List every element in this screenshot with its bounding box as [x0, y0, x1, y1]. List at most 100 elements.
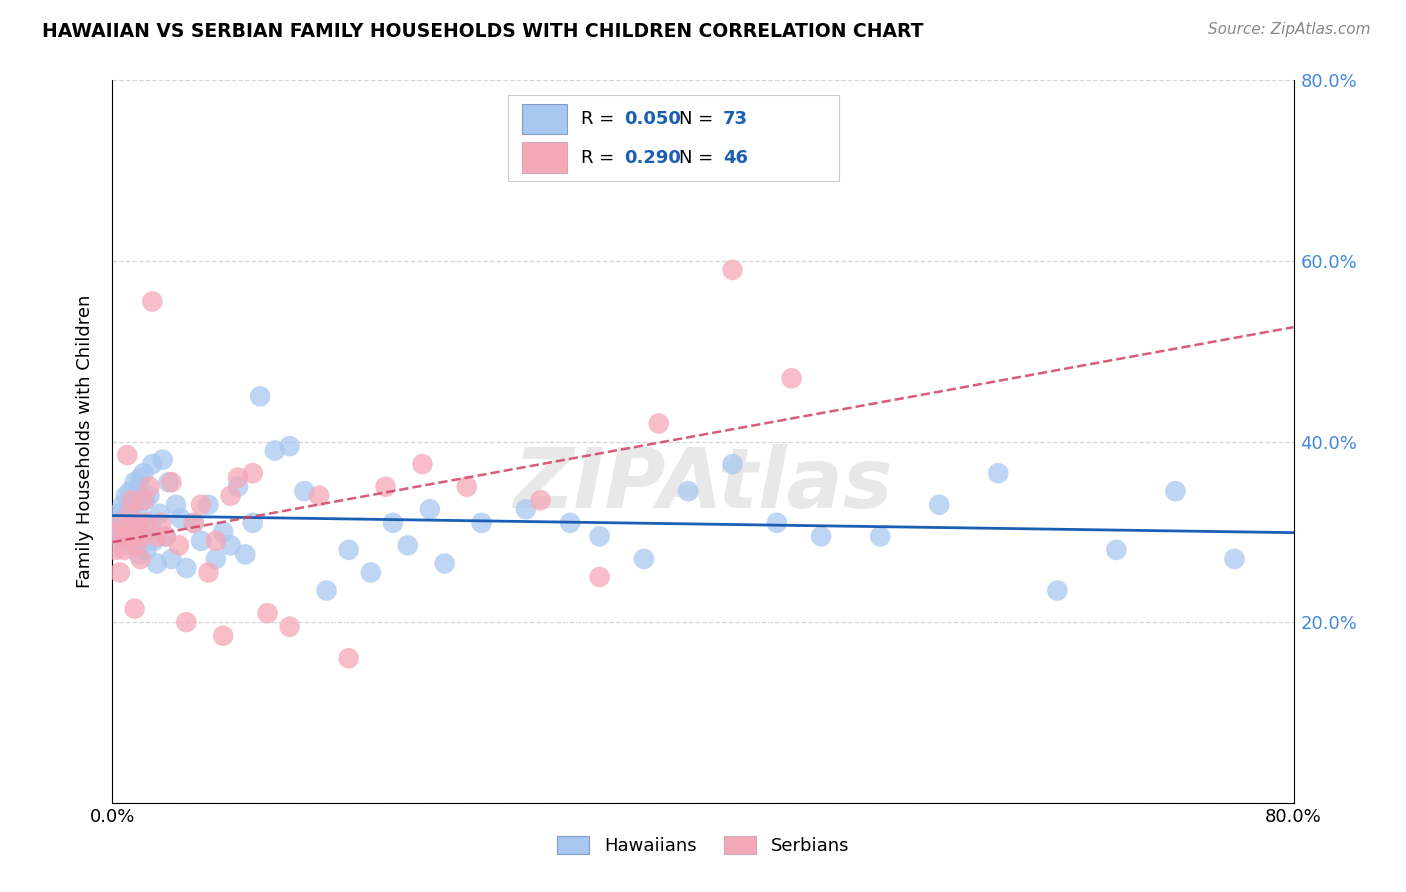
Point [114, 529, 136, 543]
Point [125, 538, 148, 552]
Point [360, 566, 382, 580]
Point [256, 606, 278, 620]
Point [433, 557, 456, 571]
Point [120, 484, 142, 499]
Point [124, 601, 146, 615]
Point [107, 507, 129, 521]
Point [233, 548, 256, 562]
Point [167, 538, 190, 552]
Point [183, 516, 205, 530]
Point [110, 511, 132, 525]
Point [212, 524, 235, 539]
Point [633, 552, 655, 566]
Point [112, 542, 135, 557]
Text: N =: N = [679, 149, 720, 167]
Point [104, 542, 127, 557]
Point [118, 520, 141, 534]
Point [104, 520, 127, 534]
Point [205, 533, 228, 548]
Point [588, 529, 610, 543]
Y-axis label: Family Households with Children: Family Households with Children [76, 295, 94, 588]
Point [219, 489, 242, 503]
Point [127, 480, 149, 494]
Text: N =: N = [679, 110, 720, 128]
Point [160, 475, 183, 490]
Point [118, 502, 141, 516]
Point [169, 511, 191, 525]
Point [142, 533, 165, 548]
Point [117, 448, 138, 462]
Point [114, 489, 136, 503]
Point [121, 493, 143, 508]
Point [155, 529, 177, 543]
FancyBboxPatch shape [508, 95, 839, 181]
Point [138, 480, 160, 494]
Point [337, 542, 360, 557]
Text: R =: R = [581, 149, 620, 167]
Point [152, 452, 174, 467]
Point [374, 480, 396, 494]
Text: 0.050: 0.050 [624, 110, 681, 128]
Point [128, 548, 150, 562]
Point [122, 529, 145, 543]
Point [1046, 583, 1069, 598]
Point [315, 583, 337, 598]
Point [529, 493, 551, 508]
Point [131, 511, 153, 525]
Point [197, 566, 219, 580]
Text: 73: 73 [723, 110, 748, 128]
Point [125, 529, 148, 543]
Point [249, 389, 271, 403]
Point [190, 533, 212, 548]
Point [226, 471, 249, 485]
Point [108, 529, 131, 543]
Point [131, 529, 153, 543]
Point [183, 516, 205, 530]
Point [205, 552, 228, 566]
Point [120, 538, 142, 552]
Point [419, 502, 441, 516]
Point [138, 489, 160, 503]
Point [132, 466, 155, 480]
Point [132, 493, 155, 508]
Point [110, 516, 132, 530]
Point [157, 475, 180, 490]
FancyBboxPatch shape [522, 104, 567, 135]
Point [766, 516, 789, 530]
Point [292, 484, 315, 499]
Text: 0.290: 0.290 [624, 149, 681, 167]
Point [174, 615, 197, 630]
Point [678, 484, 700, 499]
Point [242, 466, 264, 480]
Point [135, 542, 157, 557]
Point [264, 443, 287, 458]
Point [174, 561, 197, 575]
Point [588, 570, 610, 584]
Point [987, 466, 1010, 480]
Point [146, 529, 169, 543]
Point [515, 502, 537, 516]
Point [160, 552, 183, 566]
Point [105, 524, 128, 539]
Point [470, 516, 494, 530]
Point [124, 516, 146, 530]
FancyBboxPatch shape [522, 143, 567, 173]
Point [141, 294, 163, 309]
Point [120, 507, 142, 521]
Point [1164, 484, 1187, 499]
Point [278, 439, 301, 453]
Point [396, 538, 419, 552]
Point [112, 524, 135, 539]
Point [456, 480, 478, 494]
Point [869, 529, 891, 543]
Point [721, 457, 744, 471]
Point [190, 498, 212, 512]
Point [1105, 542, 1128, 557]
Point [117, 516, 138, 530]
Point [155, 529, 177, 543]
Point [928, 498, 950, 512]
Point [337, 651, 360, 665]
Point [1223, 552, 1246, 566]
Point [242, 516, 264, 530]
Point [134, 493, 156, 508]
